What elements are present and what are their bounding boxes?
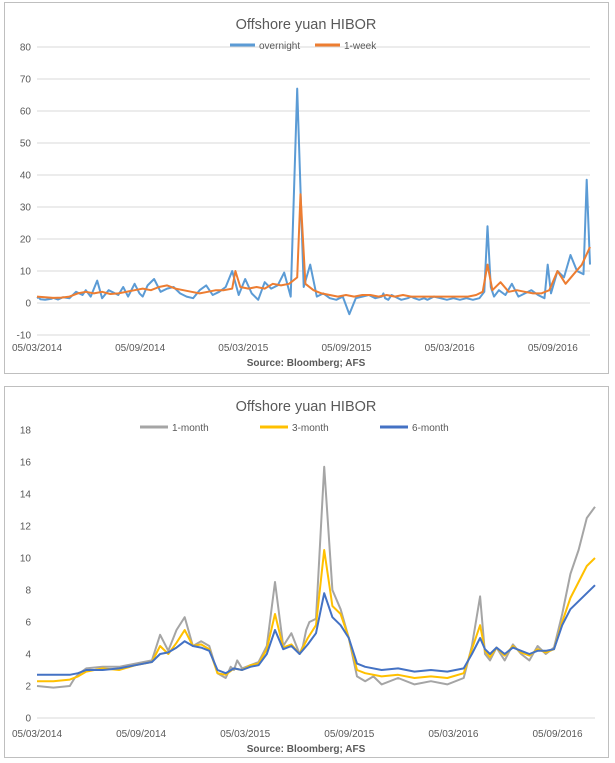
x-tick-label: 05/09/2015 [324,729,374,740]
x-axis: 05/03/2014 05/09/2014 05/03/2015 05/09/2015… [12,343,578,354]
x-tick-label: 05/03/2016 [428,729,478,740]
y-tick-label: 4 [25,650,31,661]
y-tick-label: 0 [25,714,31,725]
x-tick-label: 05/03/2016 [425,343,475,354]
y-axis: 0 2 4 6 8 10 12 14 16 18 [20,426,32,725]
chart-panel-1m-3m-6m: Offshore yuan HIBOR 0 2 4 6 8 10 12 14 16 18 05/0… [4,386,609,758]
chart-title: Offshore yuan HIBOR [236,17,377,33]
y-tick-label: 10 [20,267,32,278]
legend: overnight 1-week [230,41,377,52]
x-tick-label: 05/09/2014 [115,343,165,354]
y-tick-label: 50 [20,139,32,150]
y-tick-label: -10 [17,331,32,342]
y-tick-label: 2 [25,682,31,693]
chart-panel-overnight-1week: Offshore yuan HIBOR -10 0 10 20 30 40 50 60 70 80… [4,2,609,374]
legend-label-1-week: 1-week [344,41,377,52]
y-tick-label: 10 [20,554,32,565]
legend-label-3-month: 3-month [292,423,329,434]
x-tick-label: 05/09/2016 [532,729,582,740]
y-tick-label: 16 [20,458,32,469]
source-note: Source: Bloomberg; AFS [247,744,366,755]
x-tick-label: 05/09/2016 [528,343,578,354]
y-tick-label: 6 [25,618,31,629]
legend: 1-month 3-month 6-month [140,423,449,434]
source-note: Source: Bloomberg; AFS [247,358,366,369]
y-tick-label: 8 [25,586,31,597]
y-tick-label: 0 [25,299,31,310]
series-line-1-week [36,193,591,299]
y-tick-label: 80 [20,43,32,54]
x-tick-label: 05/09/2015 [321,343,371,354]
y-tick-label: 20 [20,235,32,246]
legend-label-1-month: 1-month [172,423,209,434]
grid-lines [37,46,590,336]
y-tick-label: 18 [20,426,32,437]
y-tick-label: 60 [20,107,32,118]
y-tick-label: 12 [20,522,32,533]
x-axis: 05/03/2014 05/09/2014 05/03/2015 05/09/2015… [12,729,583,740]
hibor-chart-short-tenor: Offshore yuan HIBOR -10 0 10 20 30 40 50 60 70 80… [12,17,591,369]
x-tick-label: 05/03/2015 [220,729,270,740]
x-tick-label: 05/09/2014 [116,729,166,740]
y-tick-label: 14 [20,490,32,501]
series-line-1-month [36,465,596,689]
series-lines [36,465,596,689]
legend-label-overnight: overnight [259,41,300,52]
series-lines [36,87,591,316]
chart-title: Offshore yuan HIBOR [236,399,377,415]
y-tick-label: 30 [20,203,32,214]
y-axis: -10 0 10 20 30 40 50 60 70 80 [17,43,32,342]
series-line-6-month [37,584,596,676]
x-tick-label: 05/03/2014 [12,343,62,354]
x-tick-label: 05/03/2015 [218,343,268,354]
series-line-overnight [36,87,591,316]
y-tick-label: 40 [20,171,32,182]
y-tick-label: 70 [20,75,32,86]
x-tick-label: 05/03/2014 [12,729,62,740]
legend-label-6-month: 6-month [412,423,449,434]
hibor-chart-long-tenor: Offshore yuan HIBOR 0 2 4 6 8 10 12 14 16 18 05/0… [12,399,596,755]
